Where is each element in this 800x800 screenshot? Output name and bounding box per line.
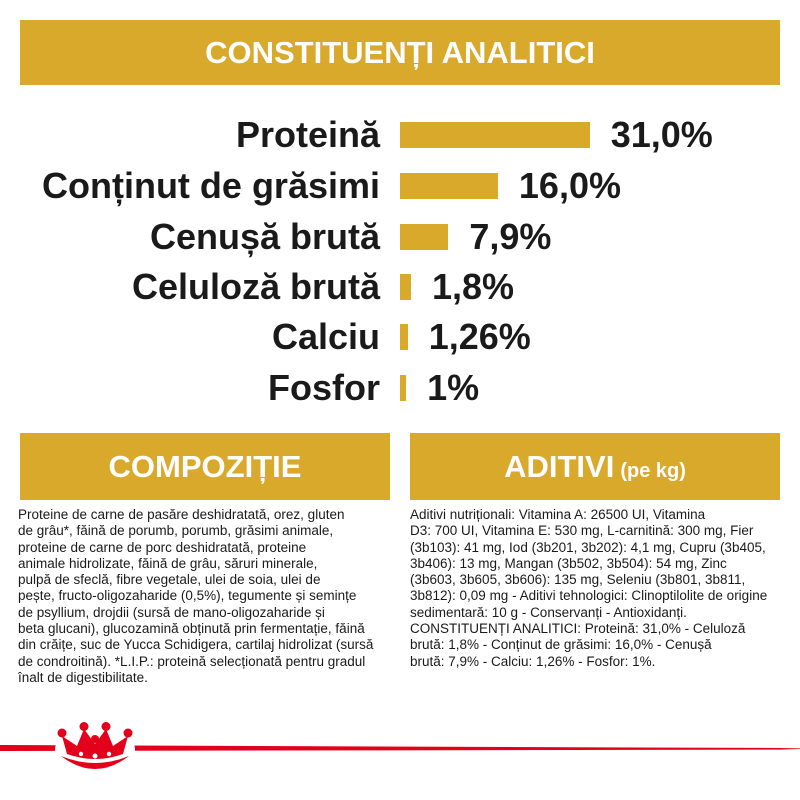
analytical-constituents-banner: CONSTITUENȚI ANALITICI <box>20 20 780 85</box>
chart-title: CONSTITUENȚI ANALITICI <box>205 34 595 70</box>
composition-line: animale hidrolizate, făină de grâu, săru… <box>18 555 318 571</box>
chart-row-proteina: Proteină 31,0% <box>0 110 800 160</box>
royal-canin-crown-logo-icon <box>55 722 135 777</box>
value-label-celuloza-bruta: 1,8% <box>432 266 515 307</box>
composition-line: din crăițe, suc de Yucca Schidigera, car… <box>18 637 374 653</box>
bar-fosfor <box>400 375 407 401</box>
additives-line: brută: 1,8% - Conținut de grăsimi: 16,0%… <box>410 637 712 653</box>
bar-continut-de-grasimi <box>400 173 498 199</box>
composition-line: Proteine de carne de pasăre deshidratată… <box>18 507 345 522</box>
additives-line: CONSTITUENȚI ANALITICI: Proteină: 31,0% … <box>410 621 746 637</box>
composition-title: COMPOZIȚIE <box>108 448 302 484</box>
bar-proteina <box>400 122 590 148</box>
composition-line: beta glucani), glucozamină obținută prin… <box>18 621 365 637</box>
additives-line: (3b603, 3b605, 3b606): 135 mg, Seleniu (… <box>410 572 746 588</box>
composition-line: înalt de digestibilitate. <box>18 669 148 685</box>
composition-line: de grâu*, făină de porumb, porumb, grăsi… <box>18 523 334 539</box>
category-label-celuloza-bruta: Celuloză brută <box>131 266 380 307</box>
footer-red-line <box>0 745 800 751</box>
category-label-calciu: Calciu <box>271 316 380 357</box>
composition-text: Proteine de carne de pasăre deshidratată… <box>18 507 373 686</box>
chart-row-continut-de-grasimi: Conținut de grăsimi 16,0% <box>0 161 800 211</box>
composition-line: pește, fructo-oligozaharide (0,5%), tegu… <box>18 588 357 604</box>
value-label-continut-de-grasimi: 16,0% <box>518 165 621 206</box>
composition-banner: COMPOZIȚIE <box>20 433 390 500</box>
composition-line: pulpă de sfeclă, fibre vegetale, ulei de… <box>18 572 321 588</box>
additives-line: (3b103): 41 mg, Iod (3b201, 3b202): 4,1 … <box>410 539 766 555</box>
category-label-proteina: Proteină <box>235 114 380 155</box>
composition-line: de condroitină). *L.I.P.: proteină selec… <box>18 653 366 669</box>
bar-calciu <box>400 324 408 350</box>
value-label-cenusa-bruta: 7,9% <box>469 216 552 257</box>
chart-row-celuloza-bruta: Celuloză brută 1,8% <box>0 262 800 312</box>
bar-celuloza-bruta <box>400 274 412 300</box>
additives-title: ADITIVI <box>504 448 615 484</box>
analytical-constituents-chart: Proteină 31,0% Conținut de grăsimi 16,0%… <box>0 110 800 413</box>
additives-text: Aditivi nutriționali: Vitamina A: 26500 … <box>410 507 767 670</box>
value-label-fosfor: 1% <box>427 367 480 408</box>
category-label-continut-de-grasimi: Conținut de grăsimi <box>41 165 380 206</box>
additives-line: brută: 7,9% - Calciu: 1,26% - Fosfor: 1%… <box>410 653 656 669</box>
additives-line: D3: 700 UI, Vitamina E: 530 mg, L-carnit… <box>410 523 754 539</box>
additives-line: sedimentară: 10 g - Conservanți - Antiox… <box>410 604 687 620</box>
additives-heading: ADITIVI (pe kg) <box>504 449 686 485</box>
additives-line: Aditivi nutriționali: Vitamina A: 26500 … <box>410 507 706 522</box>
value-label-proteina: 31,0% <box>610 114 713 155</box>
additives-line: 3b406): 13 mg, Mangan (3b502, 3b504): 54… <box>410 555 727 571</box>
category-label-fosfor: Fosfor <box>268 367 380 408</box>
value-label-calciu: 1,26% <box>428 316 531 357</box>
composition-line: proteine de carne de porc deshidratată, … <box>18 539 307 555</box>
additives-banner: ADITIVI (pe kg) <box>410 433 780 500</box>
chart-row-calciu: Calciu 1,26% <box>0 312 800 362</box>
chart-row-cenusa-bruta: Cenușă brută 7,9% <box>0 212 800 262</box>
chart-row-fosfor: Fosfor 1% <box>0 363 800 413</box>
bar-cenusa-bruta <box>400 224 449 250</box>
additives-line: 3b812): 0,09 mg - Aditivi tehnologici: C… <box>410 588 768 604</box>
composition-line: de psyllium, drojdii (sursă de mano-olig… <box>18 604 325 620</box>
additives-title-suffix: (pe kg) <box>620 459 686 482</box>
category-label-cenusa-bruta: Cenușă brută <box>149 216 380 257</box>
